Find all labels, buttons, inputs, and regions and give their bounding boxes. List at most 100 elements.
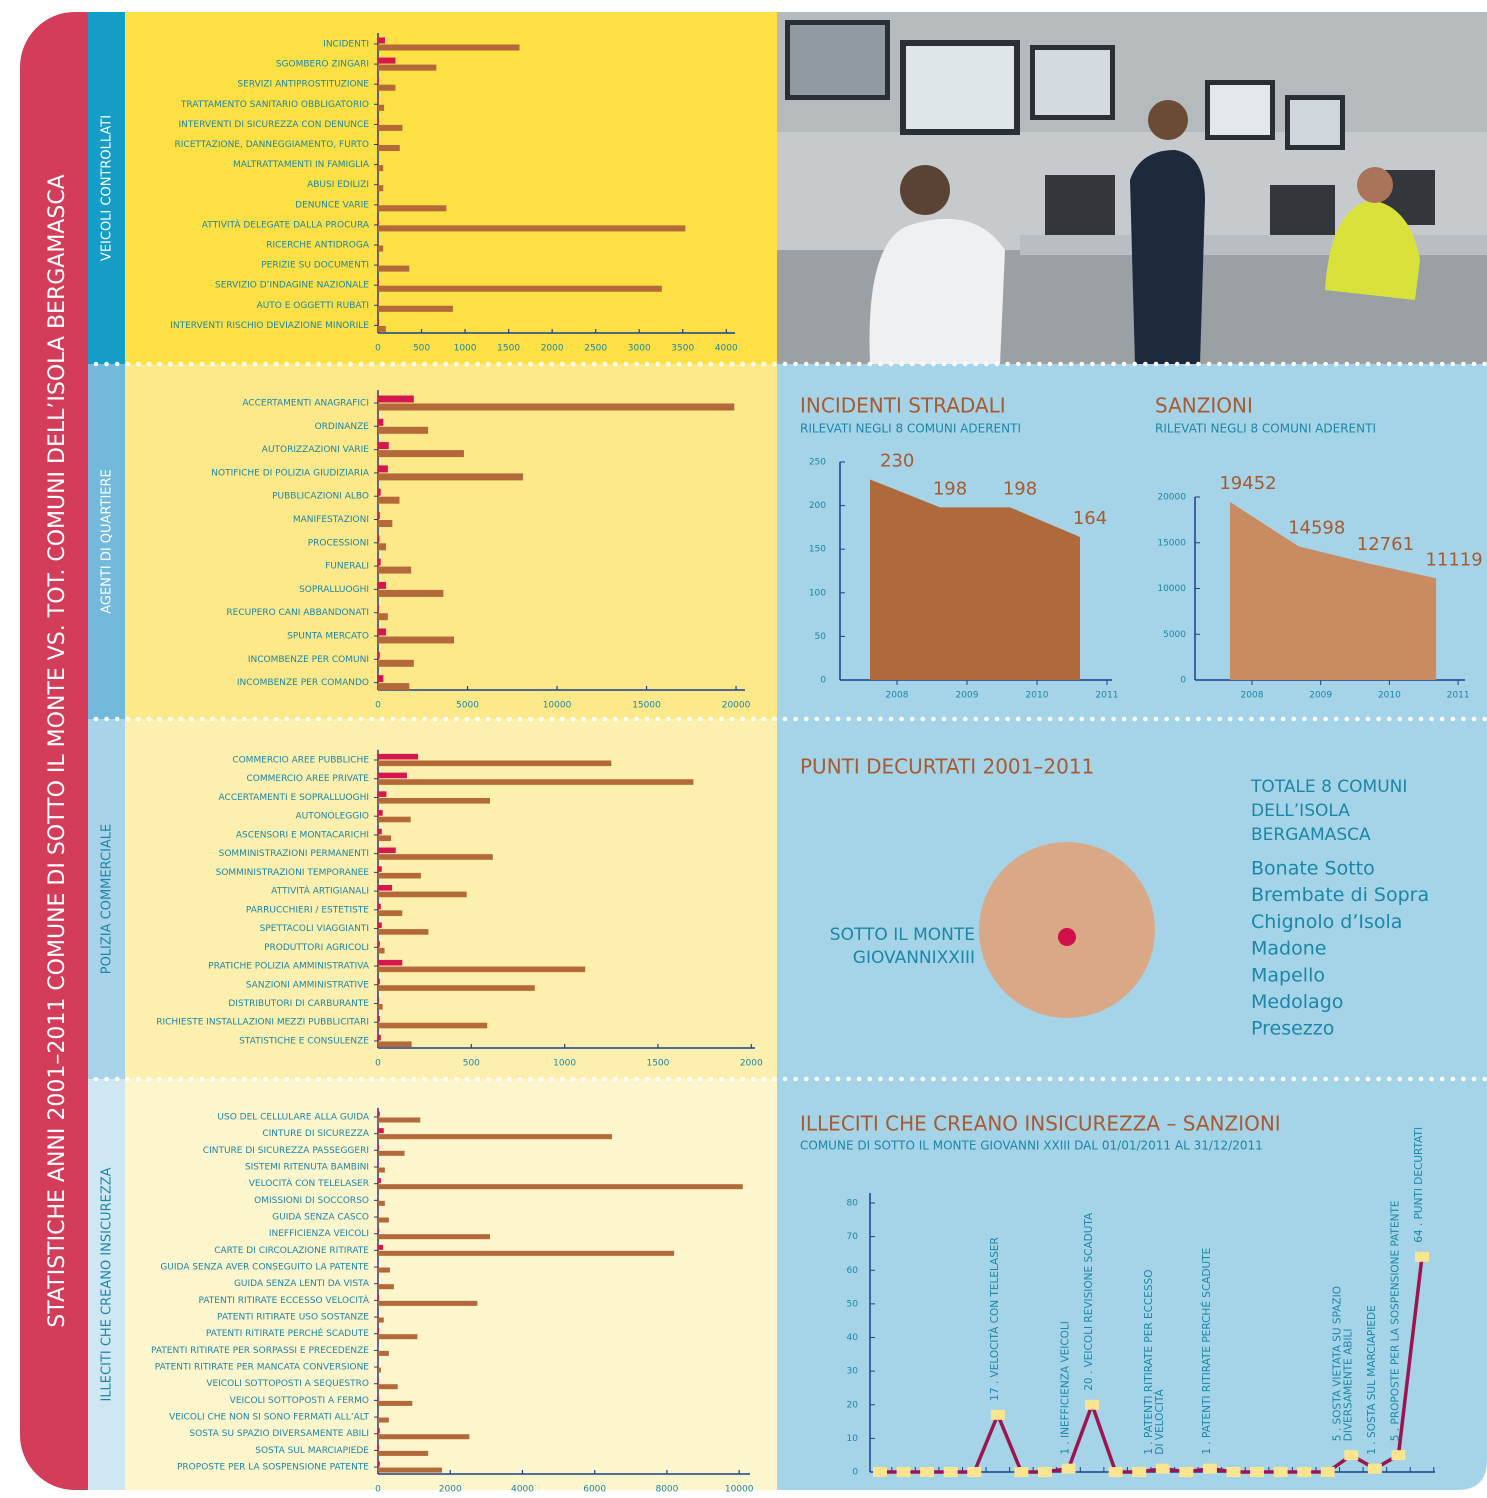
separator-dot <box>1186 1077 1191 1082</box>
separator-dot <box>539 362 544 367</box>
category-label: TRATTAMENTO SANITARIO OBBLIGATORIO <box>180 100 369 110</box>
separator-dot <box>762 362 767 367</box>
separator-dot <box>1186 717 1191 722</box>
bar <box>378 489 381 496</box>
separator-dot <box>1005 717 1010 722</box>
category-label: GUIDA SENZA AVER CONSEGUITO LA PATENTE <box>160 1263 369 1273</box>
category-label: SOSTA SUL MARCIAPIEDE <box>255 1446 369 1456</box>
separator-dot <box>931 717 936 722</box>
separator-dot <box>1281 717 1286 722</box>
separator-dot <box>1164 362 1169 367</box>
bar <box>378 866 382 872</box>
bar <box>378 45 519 51</box>
separator-dot <box>1228 362 1233 367</box>
bar <box>378 773 407 779</box>
separator-dot <box>1058 362 1063 367</box>
separator-dot <box>380 717 385 722</box>
y-tick-label: 250 <box>809 458 826 468</box>
separator-dot <box>179 362 184 367</box>
separator-dot <box>1323 362 1328 367</box>
separator-dot <box>221 1077 226 1082</box>
separator-dot <box>581 717 586 722</box>
separator-dot <box>592 1077 597 1082</box>
x-tick-label: 0 <box>375 1059 381 1069</box>
separator-dot <box>338 1077 343 1082</box>
bar <box>378 1318 384 1323</box>
bar <box>378 761 611 767</box>
separator-dot <box>952 1077 957 1082</box>
bar <box>378 854 493 860</box>
separator-dot <box>1249 362 1254 367</box>
bar <box>378 1268 390 1273</box>
separator-dot <box>1111 717 1116 722</box>
bar <box>378 1378 379 1383</box>
separator-dot <box>974 717 979 722</box>
separator-dot <box>1451 362 1456 367</box>
bar <box>378 279 379 285</box>
x-tick-label: 1000 <box>553 1059 576 1069</box>
separator-dot <box>189 362 194 367</box>
separator-dot <box>539 1077 544 1082</box>
separator-dot <box>1419 717 1424 722</box>
category-label: ABUSI EDILIZI <box>307 180 369 190</box>
category-label: SOSTA SU SPAZIO DIVERSAMENTE ABILI <box>189 1429 369 1439</box>
marker <box>873 1467 887 1477</box>
bar <box>378 779 693 785</box>
separator-dot <box>348 717 353 722</box>
separator-dot <box>1398 1077 1403 1082</box>
bar <box>378 582 386 589</box>
separator-dot <box>1345 717 1350 722</box>
bar <box>378 105 384 111</box>
separator-dot <box>762 1077 767 1082</box>
bar <box>378 1301 477 1306</box>
category-label: OMISSIONI DI SOCCORSO <box>254 1196 369 1206</box>
separator-dot <box>1101 717 1106 722</box>
y-tick-label: 80 <box>847 1199 859 1209</box>
separator-dot <box>889 362 894 367</box>
category-label: ATTIVITÀ DELEGATE DALLA PROCURA <box>202 218 370 230</box>
bar <box>378 948 385 954</box>
separator-dot <box>1313 362 1318 367</box>
bar <box>378 450 464 457</box>
separator-dot <box>825 362 830 367</box>
separator-dot <box>528 717 533 722</box>
marker <box>1274 1467 1288 1477</box>
separator-dot <box>454 362 459 367</box>
category-label: RICHIESTE INSTALLAZIONI MEZZI PUBBLICITA… <box>156 1018 369 1028</box>
separator-dot <box>1376 362 1381 367</box>
separator-dot <box>656 362 661 367</box>
separator-dot <box>677 717 682 722</box>
y-tick-label: 10 <box>847 1434 859 1444</box>
category-label: COMMERCIO AREE PUBBLICHE <box>232 756 369 766</box>
separator-dot <box>295 1077 300 1082</box>
separator-dot <box>1281 362 1286 367</box>
separator-dot <box>1292 717 1297 722</box>
category-label: DISTRIBUTORI DI CARBURANTE <box>228 999 369 1009</box>
separator-dot <box>1270 1077 1275 1082</box>
category-label: SISTEMI RITENUTA BAMBINI <box>245 1163 369 1173</box>
point-label: 1 . INEFFICIENZA VEICOLI <box>1060 1321 1072 1455</box>
separator-dot <box>719 1077 724 1082</box>
separator-dot <box>391 717 396 722</box>
separator-dot <box>242 1077 247 1082</box>
separator-dot <box>772 362 777 367</box>
bar <box>378 892 467 898</box>
separator-dot <box>380 362 385 367</box>
category-label: INTERVENTI RISCHIO DEVIAZIONE MINORILE <box>170 321 369 331</box>
separator-dot <box>94 1077 99 1082</box>
bar <box>378 1328 379 1333</box>
separator-dot <box>719 362 724 367</box>
separator-dot <box>391 362 396 367</box>
separator-dot <box>1387 362 1392 367</box>
bar <box>378 754 418 760</box>
separator-dot <box>179 1077 184 1082</box>
separator-dot <box>751 717 756 722</box>
separator-dot <box>698 1077 703 1082</box>
category-label: RECUPERO CANI ABBANDONATI <box>226 608 369 618</box>
separator-dot <box>910 717 915 722</box>
separator-dot <box>285 362 290 367</box>
separator-dot <box>1419 362 1424 367</box>
separator-dot <box>1472 1077 1477 1082</box>
separator-dot <box>1239 717 1244 722</box>
bar <box>378 497 399 504</box>
